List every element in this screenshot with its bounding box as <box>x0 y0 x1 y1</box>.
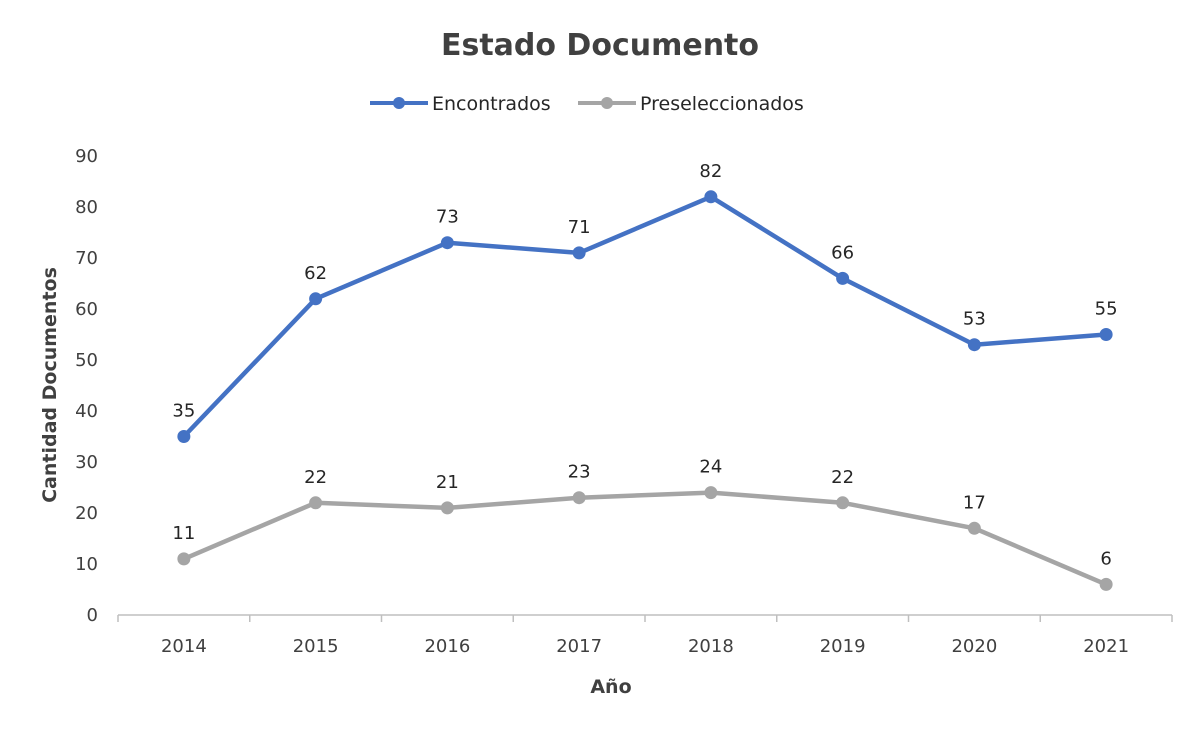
data-label-encontrados-2019: 66 <box>831 242 854 263</box>
series-line-preseleccionados <box>181 490 1109 587</box>
series-line-encontrados <box>181 194 1109 439</box>
point-encontrados-2019 <box>836 271 850 285</box>
point-encontrados-2020 <box>967 338 981 352</box>
y-tick-label-70: 70 <box>75 248 98 269</box>
x-tick-label-2018: 2018 <box>688 636 734 657</box>
y-tick-label-30: 30 <box>75 452 98 473</box>
data-label-preseleccionados-2015: 22 <box>304 467 327 488</box>
y-tick-label-80: 80 <box>75 197 98 218</box>
data-label-preseleccionados-2021: 6 <box>1100 548 1111 569</box>
series-encontrados: 35 62 73 71 82 66 53 55 <box>172 161 1118 443</box>
point-preseleccionados-2014 <box>177 552 191 566</box>
legend-item-encontrados: Encontrados <box>370 93 551 115</box>
y-tick-label-90: 90 <box>75 146 98 167</box>
data-label-preseleccionados-2016: 21 <box>436 472 459 493</box>
y-tick-label-40: 40 <box>75 401 98 422</box>
point-preseleccionados-2018 <box>704 486 718 500</box>
axes: 2014 2015 2016 2017 2018 2019 2020 2021 0 10 20 30 4… <box>75 146 1173 657</box>
x-tick-label-2016: 2016 <box>424 636 470 657</box>
legend-label-preseleccionados: Preseleccionados <box>640 93 804 115</box>
point-encontrados-2015 <box>309 292 323 306</box>
data-label-preseleccionados-2018: 24 <box>699 457 722 478</box>
legend-marker-encontrados <box>393 97 405 109</box>
point-preseleccionados-2015 <box>309 496 323 510</box>
point-preseleccionados-2019 <box>836 496 850 510</box>
chart-title: Estado Documento <box>441 28 759 63</box>
point-encontrados-2014 <box>177 430 191 443</box>
data-label-encontrados-2018: 82 <box>699 161 722 182</box>
point-encontrados-2017 <box>572 246 586 260</box>
data-label-encontrados-2017: 71 <box>568 217 591 238</box>
legend-label-encontrados: Encontrados <box>432 93 551 115</box>
series-preseleccionados: 11 22 21 23 24 22 17 6 <box>172 457 1113 591</box>
data-label-encontrados-2021: 55 <box>1095 299 1118 320</box>
x-tick-label-2020: 2020 <box>951 636 997 657</box>
x-tick-label-2017: 2017 <box>556 636 602 657</box>
y-tick-label-0: 0 <box>87 605 98 626</box>
x-tick-label-2019: 2019 <box>820 636 866 657</box>
data-label-encontrados-2016: 73 <box>436 207 459 228</box>
data-label-encontrados-2015: 62 <box>304 263 327 284</box>
point-preseleccionados-2016 <box>440 501 454 515</box>
x-tick-label-2014: 2014 <box>161 636 207 657</box>
data-label-encontrados-2020: 53 <box>963 309 986 330</box>
point-preseleccionados-2017 <box>572 491 586 505</box>
point-preseleccionados-2021 <box>1099 577 1113 591</box>
y-tick-label-60: 60 <box>75 299 98 320</box>
point-encontrados-2021 <box>1099 328 1113 341</box>
point-encontrados-2016 <box>440 236 454 250</box>
legend-item-preseleccionados: Preseleccionados <box>578 93 804 115</box>
x-tick-label-2015: 2015 <box>293 636 339 657</box>
point-encontrados-2018 <box>704 190 718 204</box>
data-label-preseleccionados-2014: 11 <box>172 523 195 544</box>
x-axis-title: Año <box>590 676 631 698</box>
legend-marker-preseleccionados <box>601 97 613 109</box>
series-layer: 35 62 73 71 82 66 53 55 11 22 21 23 24 22 17 6 <box>172 161 1118 591</box>
y-axis-title: Cantidad Documentos <box>39 267 61 503</box>
legend: Encontrados Preseleccionados <box>370 93 804 115</box>
x-tick-label-2021: 2021 <box>1083 636 1129 657</box>
y-tick-label-10: 10 <box>75 554 98 575</box>
y-tick-label-50: 50 <box>75 350 98 371</box>
data-label-preseleccionados-2017: 23 <box>568 462 591 483</box>
data-label-preseleccionados-2019: 22 <box>831 467 854 488</box>
point-preseleccionados-2020 <box>967 521 981 535</box>
data-label-preseleccionados-2020: 17 <box>963 492 986 513</box>
y-tick-label-20: 20 <box>75 503 98 524</box>
data-label-encontrados-2014: 35 <box>172 401 195 422</box>
